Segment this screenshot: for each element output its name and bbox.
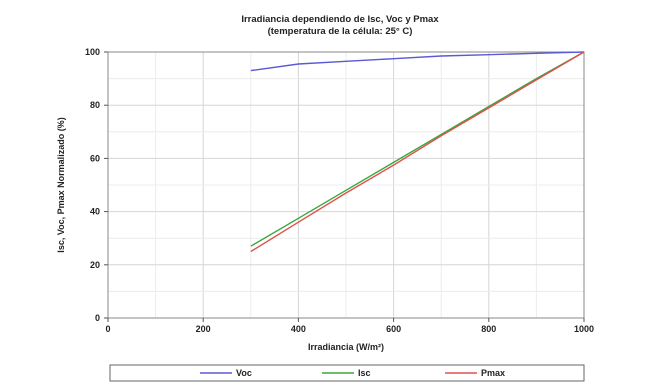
x-tick-label: 800 bbox=[481, 324, 496, 334]
y-tick-label: 40 bbox=[90, 207, 100, 217]
y-axis-label: Isc, Voc, Pmax Normalizado (%) bbox=[56, 117, 66, 252]
series-line-pmax bbox=[250, 51, 585, 253]
y-tick-label: 60 bbox=[90, 153, 100, 163]
x-tick-label: 200 bbox=[196, 324, 211, 334]
y-tick-label: 20 bbox=[90, 260, 100, 270]
series-line-voc bbox=[250, 51, 585, 72]
legend: Voc Isc Pmax bbox=[109, 364, 585, 382]
x-axis-label: Irradiancia (W/m²) bbox=[308, 342, 384, 352]
y-tick-label: 100 bbox=[85, 47, 100, 57]
chart-title: Irradiancia dependiendo de Isc, Voc y Pm… bbox=[241, 14, 439, 25]
y-axis-ticks: 0 20 40 60 80 100 bbox=[85, 47, 108, 323]
y-tick-label: 80 bbox=[90, 100, 100, 110]
x-tick-label: 0 bbox=[105, 324, 110, 334]
legend-label-voc: Voc bbox=[236, 368, 252, 378]
x-tick-label: 600 bbox=[386, 324, 401, 334]
series-lines bbox=[250, 51, 585, 253]
legend-label-isc: Isc bbox=[358, 368, 371, 378]
series-line-isc bbox=[250, 51, 585, 247]
x-tick-label: 400 bbox=[291, 324, 306, 334]
x-axis-ticks: 0 200 400 600 800 1000 bbox=[105, 318, 594, 334]
legend-label-pmax: Pmax bbox=[481, 368, 505, 378]
y-tick-label: 0 bbox=[95, 313, 100, 323]
plot-area bbox=[107, 51, 585, 319]
chart-subtitle: (temperatura de la célula: 25° C) bbox=[268, 26, 413, 37]
x-tick-label: 1000 bbox=[574, 324, 594, 334]
